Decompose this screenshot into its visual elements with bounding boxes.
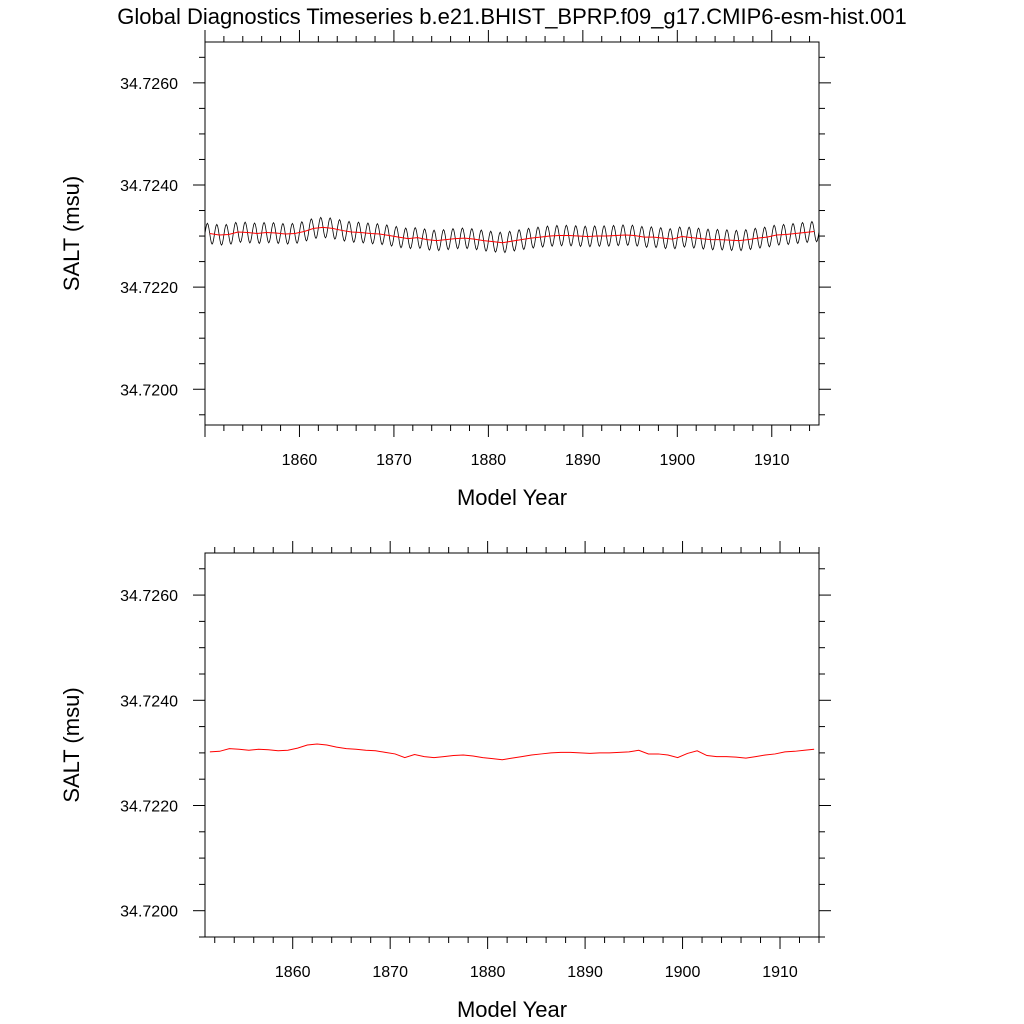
y-tick-label: 34.7260	[120, 76, 178, 93]
x-tick-label: 1910	[754, 452, 790, 469]
x-tick-label: 1890	[567, 964, 603, 981]
y-tick-label: 34.7220	[120, 280, 178, 297]
x-tick-label: 1890	[565, 452, 601, 469]
x-axis-label: Model Year	[457, 485, 567, 510]
x-tick-label: 1910	[762, 964, 798, 981]
y-tick-label: 34.7240	[120, 178, 178, 195]
plot-area	[205, 216, 819, 254]
x-tick-label: 1870	[372, 964, 408, 981]
y-tick-label: 34.7240	[120, 693, 178, 710]
x-tick-label: 1900	[665, 964, 701, 981]
x-tick-label: 1860	[282, 452, 318, 469]
panel-top: 1860 1870 1880 1890 1900 1910 34.7200 34.7220 34…	[59, 30, 831, 510]
x-tick-label: 1880	[470, 964, 506, 981]
x-tick-label: 1860	[275, 964, 311, 981]
panel-bottom: 1860 1870 1880 1890 1900 1910 34.7200 34.7220 34…	[59, 541, 831, 1022]
y-tick-label: 34.7200	[120, 904, 178, 921]
annual-mean-series-line	[209, 226, 815, 244]
figure-title: Global Diagnostics Timeseries b.e21.BHIS…	[117, 4, 907, 29]
plot-area	[209, 743, 815, 761]
annual-mean-series-line	[209, 743, 815, 761]
y-axis-label: SALT (msu)	[59, 176, 84, 291]
y-axis-label: SALT (msu)	[59, 687, 84, 802]
monthly-series-line	[205, 216, 819, 254]
x-tick-label: 1880	[471, 452, 507, 469]
x-tick-label: 1870	[376, 452, 412, 469]
x-tick-label: 1900	[660, 452, 696, 469]
y-tick-label: 34.7260	[120, 588, 178, 605]
plot-frame	[204, 552, 820, 938]
x-axis-label: Model Year	[457, 997, 567, 1022]
y-tick-label: 34.7220	[120, 798, 178, 815]
y-tick-label: 34.7200	[120, 382, 178, 399]
